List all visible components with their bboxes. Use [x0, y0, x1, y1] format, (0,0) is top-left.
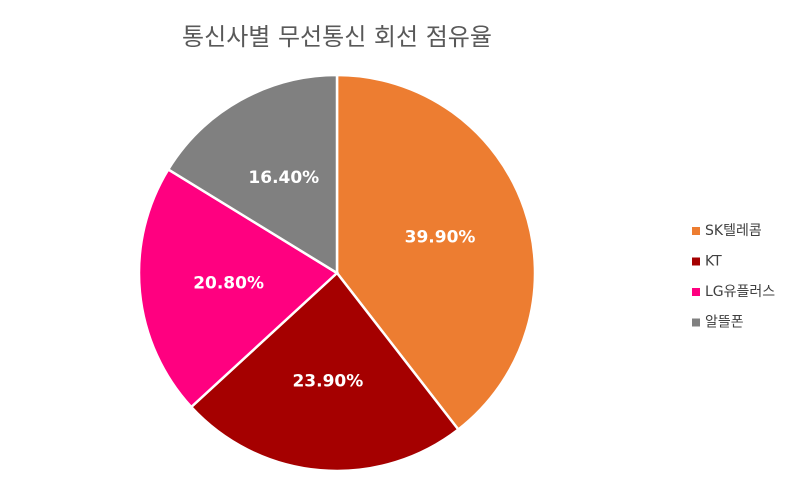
legend-label: LG유플러스 [705, 284, 775, 300]
legend-swatch [692, 288, 700, 296]
value-label: 20.80% [193, 273, 264, 293]
legend-label: SK텔레콤 [705, 223, 762, 239]
legend-label: KT [705, 254, 722, 270]
chart-title: 통신사별 무선통신 회선 점유율 [182, 23, 492, 51]
legend-swatch [692, 227, 700, 235]
value-label: 16.40% [248, 168, 319, 188]
pie-slice [335, 73, 537, 432]
pie-slice [166, 73, 339, 276]
value-label: 39.90% [405, 228, 476, 248]
value-label: 23.90% [292, 372, 363, 392]
legend-label: 알뜰폰 [705, 315, 744, 331]
pie-slice [137, 167, 340, 409]
pie-slice [189, 271, 461, 473]
legend-swatch [692, 318, 700, 327]
legend-swatch [692, 257, 700, 266]
